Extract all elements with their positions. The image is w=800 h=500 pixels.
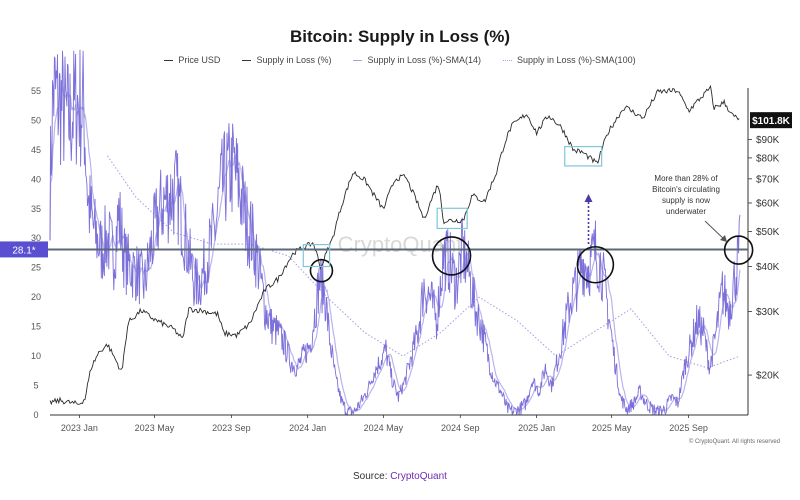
y-tick-label-left: 45 — [31, 145, 41, 155]
y-tick-label-left: 0 — [33, 410, 38, 420]
x-tick-label: 2024 May — [364, 423, 404, 433]
threshold-badge — [0, 241, 48, 258]
y-tick-label-right: $60K — [756, 198, 780, 209]
chart-title: Bitcoin: Supply in Loss (%) — [289, 27, 511, 46]
legend-item-supply-in-loss[interactable]: Supply in Loss (%) — [242, 55, 331, 65]
legend-label-sma14: Supply in Loss (%)-SMA(14) — [367, 55, 482, 65]
y-tick-label-left: 10 — [31, 351, 41, 361]
chart-legend: Price USD Supply in Loss (%) Supply in L… — [0, 55, 800, 65]
x-tick-label: 2025 Jan — [518, 423, 555, 433]
y-tick-label-left: 20 — [31, 292, 41, 302]
x-tick-label: 2024 Sep — [441, 423, 480, 433]
legend-item-price[interactable]: Price USD — [164, 55, 220, 65]
last-price-label: $101.8K — [752, 116, 791, 127]
y-tick-label-right: $30K — [756, 307, 780, 318]
source-link[interactable]: CryptoQuant — [390, 471, 447, 482]
annotation-arrow-head — [720, 235, 727, 242]
y-tick-label-left: 15 — [31, 322, 41, 332]
watermark-text: CryptoQuant — [338, 232, 463, 257]
legend-label-sma100: Supply in Loss (%)-SMA(100) — [517, 55, 636, 65]
x-tick-label: 2023 Jan — [61, 423, 98, 433]
legend-swatch-sma100 — [503, 59, 513, 61]
source-line: Source: CryptoQuant — [0, 471, 800, 482]
copyright-text: © CryptoQuant. All rights reserved — [689, 438, 780, 445]
y-tick-label-right: $50K — [756, 227, 780, 238]
legend-swatch-supply-in-loss — [242, 59, 252, 61]
legend-label-supply-in-loss: Supply in Loss (%) — [256, 55, 332, 65]
legend-swatch-sma14 — [353, 59, 363, 61]
y-tick-label-left: 50 — [31, 115, 41, 125]
y-tick-label-right: $20K — [756, 371, 780, 382]
annotation-text-line: Bitcoin's circulating — [652, 185, 720, 194]
series-supply-in-loss-line — [49, 49, 741, 416]
x-tick-label: 2023 May — [135, 423, 175, 433]
annotation-text-line: underwater — [666, 207, 706, 216]
y-tick-label-left: 30 — [31, 233, 41, 243]
series-sma100-line — [107, 155, 741, 369]
y-tick-label-left: 35 — [31, 204, 41, 214]
y-tick-label-left: 5 — [33, 381, 38, 391]
x-tick-label: 2023 Sep — [212, 423, 251, 433]
series-price-usd-line — [49, 84, 740, 406]
legend-item-sma14[interactable]: Supply in Loss (%)-SMA(14) — [353, 55, 481, 65]
legend-label-price: Price USD — [178, 55, 221, 65]
y-tick-label-left: 25 — [31, 263, 41, 273]
x-tick-label: 2025 Sep — [669, 423, 708, 433]
price-highlight-box — [302, 243, 331, 268]
price-highlight-box — [564, 145, 603, 167]
highlight-circle — [576, 245, 615, 284]
arrow-dotted-head — [584, 194, 593, 202]
y-tick-label-left: 40 — [31, 174, 41, 184]
highlight-circle — [431, 236, 472, 276]
legend-swatch-price — [164, 59, 174, 61]
annotation-text-line: More than 28% of — [654, 174, 718, 183]
threshold-label: 28.1* — [12, 245, 35, 256]
y-tick-label-right: $90K — [756, 135, 780, 146]
y-tick-label-right: $40K — [756, 262, 780, 273]
y-tick-label-right: $80K — [756, 153, 780, 164]
highlight-circle — [723, 235, 754, 265]
legend-item-sma100[interactable]: Supply in Loss (%)-SMA(100) — [503, 55, 636, 65]
annotation-text-line: supply is now — [662, 196, 710, 205]
source-prefix: Source: — [353, 471, 391, 482]
y-tick-label-right: $70K — [756, 174, 780, 185]
series-sma14-line — [49, 85, 741, 413]
last-price-badge — [750, 112, 792, 129]
x-tick-label: 2025 May — [592, 423, 632, 433]
highlight-circle — [309, 258, 334, 283]
x-tick-label: 2024 Jan — [289, 423, 326, 433]
price-highlight-box — [436, 207, 468, 230]
y-tick-label-left: 55 — [31, 86, 41, 96]
